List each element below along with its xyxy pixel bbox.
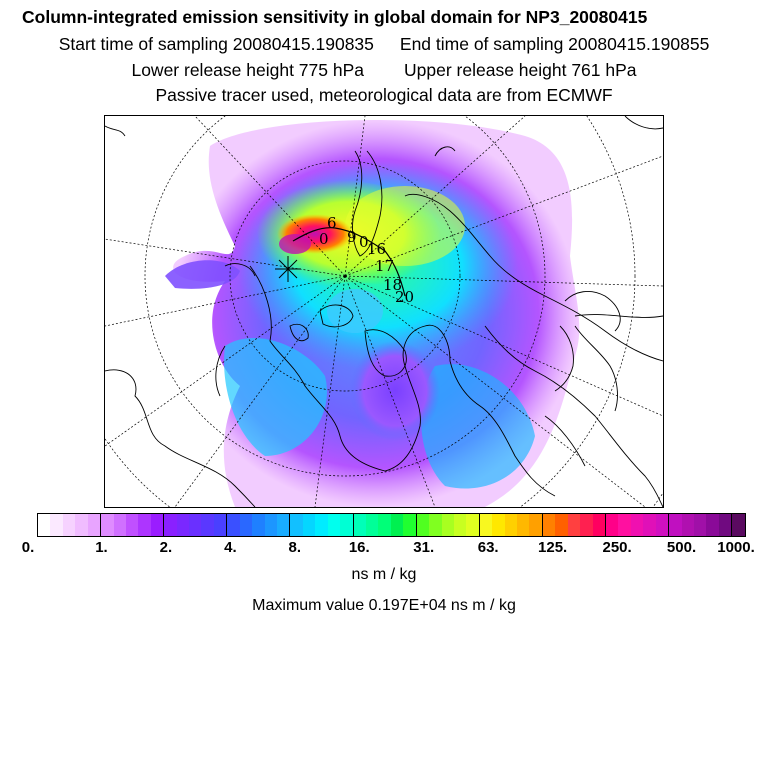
color-scale-cell [113,514,126,536]
plot-title: Column-integrated emission sensitivity i… [22,7,648,27]
color-scale-tick: 125. [538,539,568,556]
maximum-value-label: Maximum value 0.197E+04 ns m / kg [252,597,516,614]
color-scale-cell [289,514,303,536]
color-scale-cell [453,514,467,536]
sensitivity-map: 6 0 9 0 16 17 18 20 [104,115,664,508]
color-scale-cell [378,514,391,536]
color-scale-cell [478,514,493,536]
color-scale-cell [340,514,353,536]
color-scale-tick: 1. [95,539,108,556]
color-scale-cell [38,514,51,536]
color-scale-cell [529,514,542,536]
color-scale-cell [429,514,442,536]
color-scale-cell [226,514,240,536]
color-scale-cell [138,514,151,536]
color-scale-tick: 500. [666,539,697,556]
color-scale-cell [504,514,518,536]
color-scale-cell [655,514,669,536]
color-scale-cell [415,514,430,536]
end-time-label: End time of sampling 20080415.190855 [399,34,710,54]
color-scale-tick: 1000. [717,539,755,556]
graticule [105,116,663,507]
color-scale-cell [87,514,101,536]
color-scale-cell [252,514,265,536]
color-scale-cell [176,514,190,536]
color-scale-cell [315,514,328,536]
color-scale-cell [125,514,139,536]
trajectory-marker: 16 [367,240,386,258]
color-scale-cell [492,514,505,536]
sampling-times: Start time of sampling 20080415.190835 En… [0,34,768,55]
color-scale-cell [365,514,379,536]
trajectory-markers: 6 0 9 0 16 17 18 20 [319,214,414,306]
release-location-icon [275,256,301,282]
color-scale-cell [50,514,63,536]
color-scale-cell [150,514,164,536]
color-scale-cell [681,514,694,536]
sensitivity-field [165,120,580,507]
color-scale-cell [277,514,290,536]
upper-release-label: Upper release height 761 hPa [404,60,637,80]
color-scale-cell [239,514,253,536]
trajectory-marker: 18 [383,276,402,294]
color-scale-cell [555,514,568,536]
color-scale-cell [618,514,631,536]
start-time-label: Start time of sampling 20080415.190835 [58,34,374,54]
color-scale-cell [592,514,605,536]
color-scale-cell [668,514,682,536]
color-scale-cell [75,514,88,536]
color-scale-cell [352,514,366,536]
coastlines [105,116,663,507]
color-scale-cell [264,514,278,536]
color-scale-ticks: 0. 1. 2. 4. 8. 16. 31. 63. 125. 250. 500. 1000. [0,539,768,559]
color-scale-cell [213,514,227,536]
units-label: ns m / kg [351,566,417,583]
color-scale-cell [62,514,76,536]
trajectory-marker: 0 [359,233,369,251]
color-scale-cell [466,514,479,536]
color-scale-tick: 8. [288,539,302,556]
trajectory-marker: 20 [395,288,414,306]
color-scale-tick: 0. [21,539,35,556]
color-scale-cell [706,514,719,536]
trajectory-path [292,227,406,297]
lower-release-label: Lower release height 775 hPa [131,60,364,80]
color-scale-tick: 4. [224,539,237,556]
color-scale-cell [580,514,593,536]
color-scale-cell [163,514,177,536]
color-scale-cell [403,514,416,536]
color-scale-cell [390,514,404,536]
color-scale-cell [517,514,530,536]
color-scale-tick: 31. [413,539,435,556]
color-scale-cell [604,514,619,536]
color-scale-cell [567,514,581,536]
color-scale-cell [693,514,707,536]
color-scale-cell [731,514,745,536]
color-scale-tick: 250. [602,539,632,556]
color-scale-cell [201,514,214,536]
color-scale-bar [37,513,746,537]
color-scale-cell [718,514,732,536]
map-canvas: 6 0 9 0 16 17 18 20 [105,116,663,507]
release-heights: Lower release height 775 hPa Upper releas… [0,60,768,81]
color-scale-tick: 16. [348,539,370,556]
color-scale-cell [189,514,202,536]
trajectory-marker: 17 [375,257,394,275]
trajectory-marker: 0 [319,230,329,248]
color-scale-cell [327,514,341,536]
color-scale-cell [541,514,556,536]
color-scale-cell [302,514,316,536]
tracer-note: Passive tracer used, meteorological data… [155,85,613,105]
color-scale-cell [100,514,114,536]
color-scale-cell [630,514,644,536]
color-scale-tick: 63. [477,539,499,556]
color-scale-cell [441,514,454,536]
color-scale-tick: 2. [159,539,173,556]
color-scale-cell [643,514,656,536]
trajectory-marker: 9 [347,228,357,246]
trajectory-marker: 6 [327,214,337,232]
